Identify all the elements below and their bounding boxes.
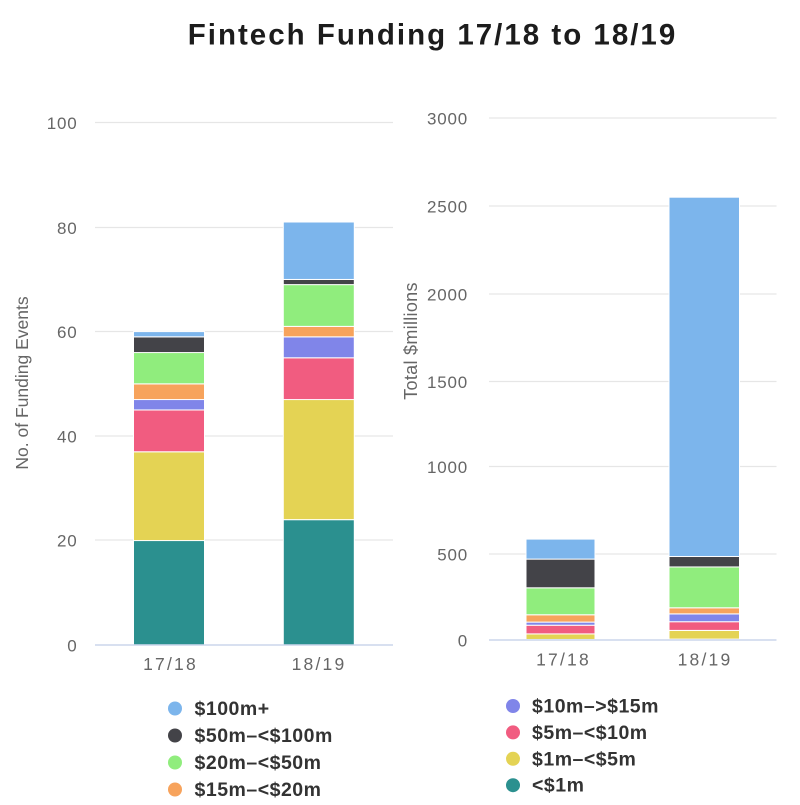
- svg-text:500: 500: [437, 546, 468, 565]
- svg-text:1000: 1000: [427, 458, 468, 477]
- svg-text:$1m–<$5m: $1m–<$5m: [532, 748, 636, 770]
- svg-text:17/18: 17/18: [536, 650, 591, 670]
- svg-text:$15m–<$20m: $15m–<$20m: [195, 779, 322, 800]
- svg-text:2500: 2500: [427, 198, 468, 217]
- svg-text:$5m–<$10m: $5m–<$10m: [532, 722, 648, 744]
- svg-text:60: 60: [57, 323, 78, 342]
- svg-text:<$1m: <$1m: [532, 775, 584, 797]
- svg-text:$20m–<$50m: $20m–<$50m: [195, 752, 322, 774]
- svg-text:$10m–>$15m: $10m–>$15m: [532, 696, 659, 718]
- svg-text:$100m+: $100m+: [195, 698, 270, 720]
- svg-text:Total $millions: Total $millions: [401, 282, 421, 400]
- svg-text:40: 40: [57, 428, 78, 447]
- svg-text:18/19: 18/19: [678, 650, 733, 670]
- svg-text:17/18: 17/18: [143, 654, 198, 674]
- svg-text:80: 80: [57, 219, 78, 238]
- svg-text:20: 20: [57, 532, 78, 551]
- svg-text:$50m–<$100m: $50m–<$100m: [195, 725, 333, 747]
- svg-text:0: 0: [458, 632, 468, 651]
- svg-text:No. of Funding Events: No. of Funding Events: [12, 296, 32, 469]
- svg-text:2000: 2000: [427, 286, 468, 305]
- svg-text:18/19: 18/19: [292, 654, 347, 674]
- svg-text:1500: 1500: [427, 373, 468, 392]
- svg-text:100: 100: [47, 114, 78, 133]
- svg-text:0: 0: [67, 637, 77, 656]
- svg-text:3000: 3000: [427, 110, 468, 129]
- svg-text:Fintech Funding 17/18 to 18/19: Fintech Funding 17/18 to 18/19: [188, 19, 677, 52]
